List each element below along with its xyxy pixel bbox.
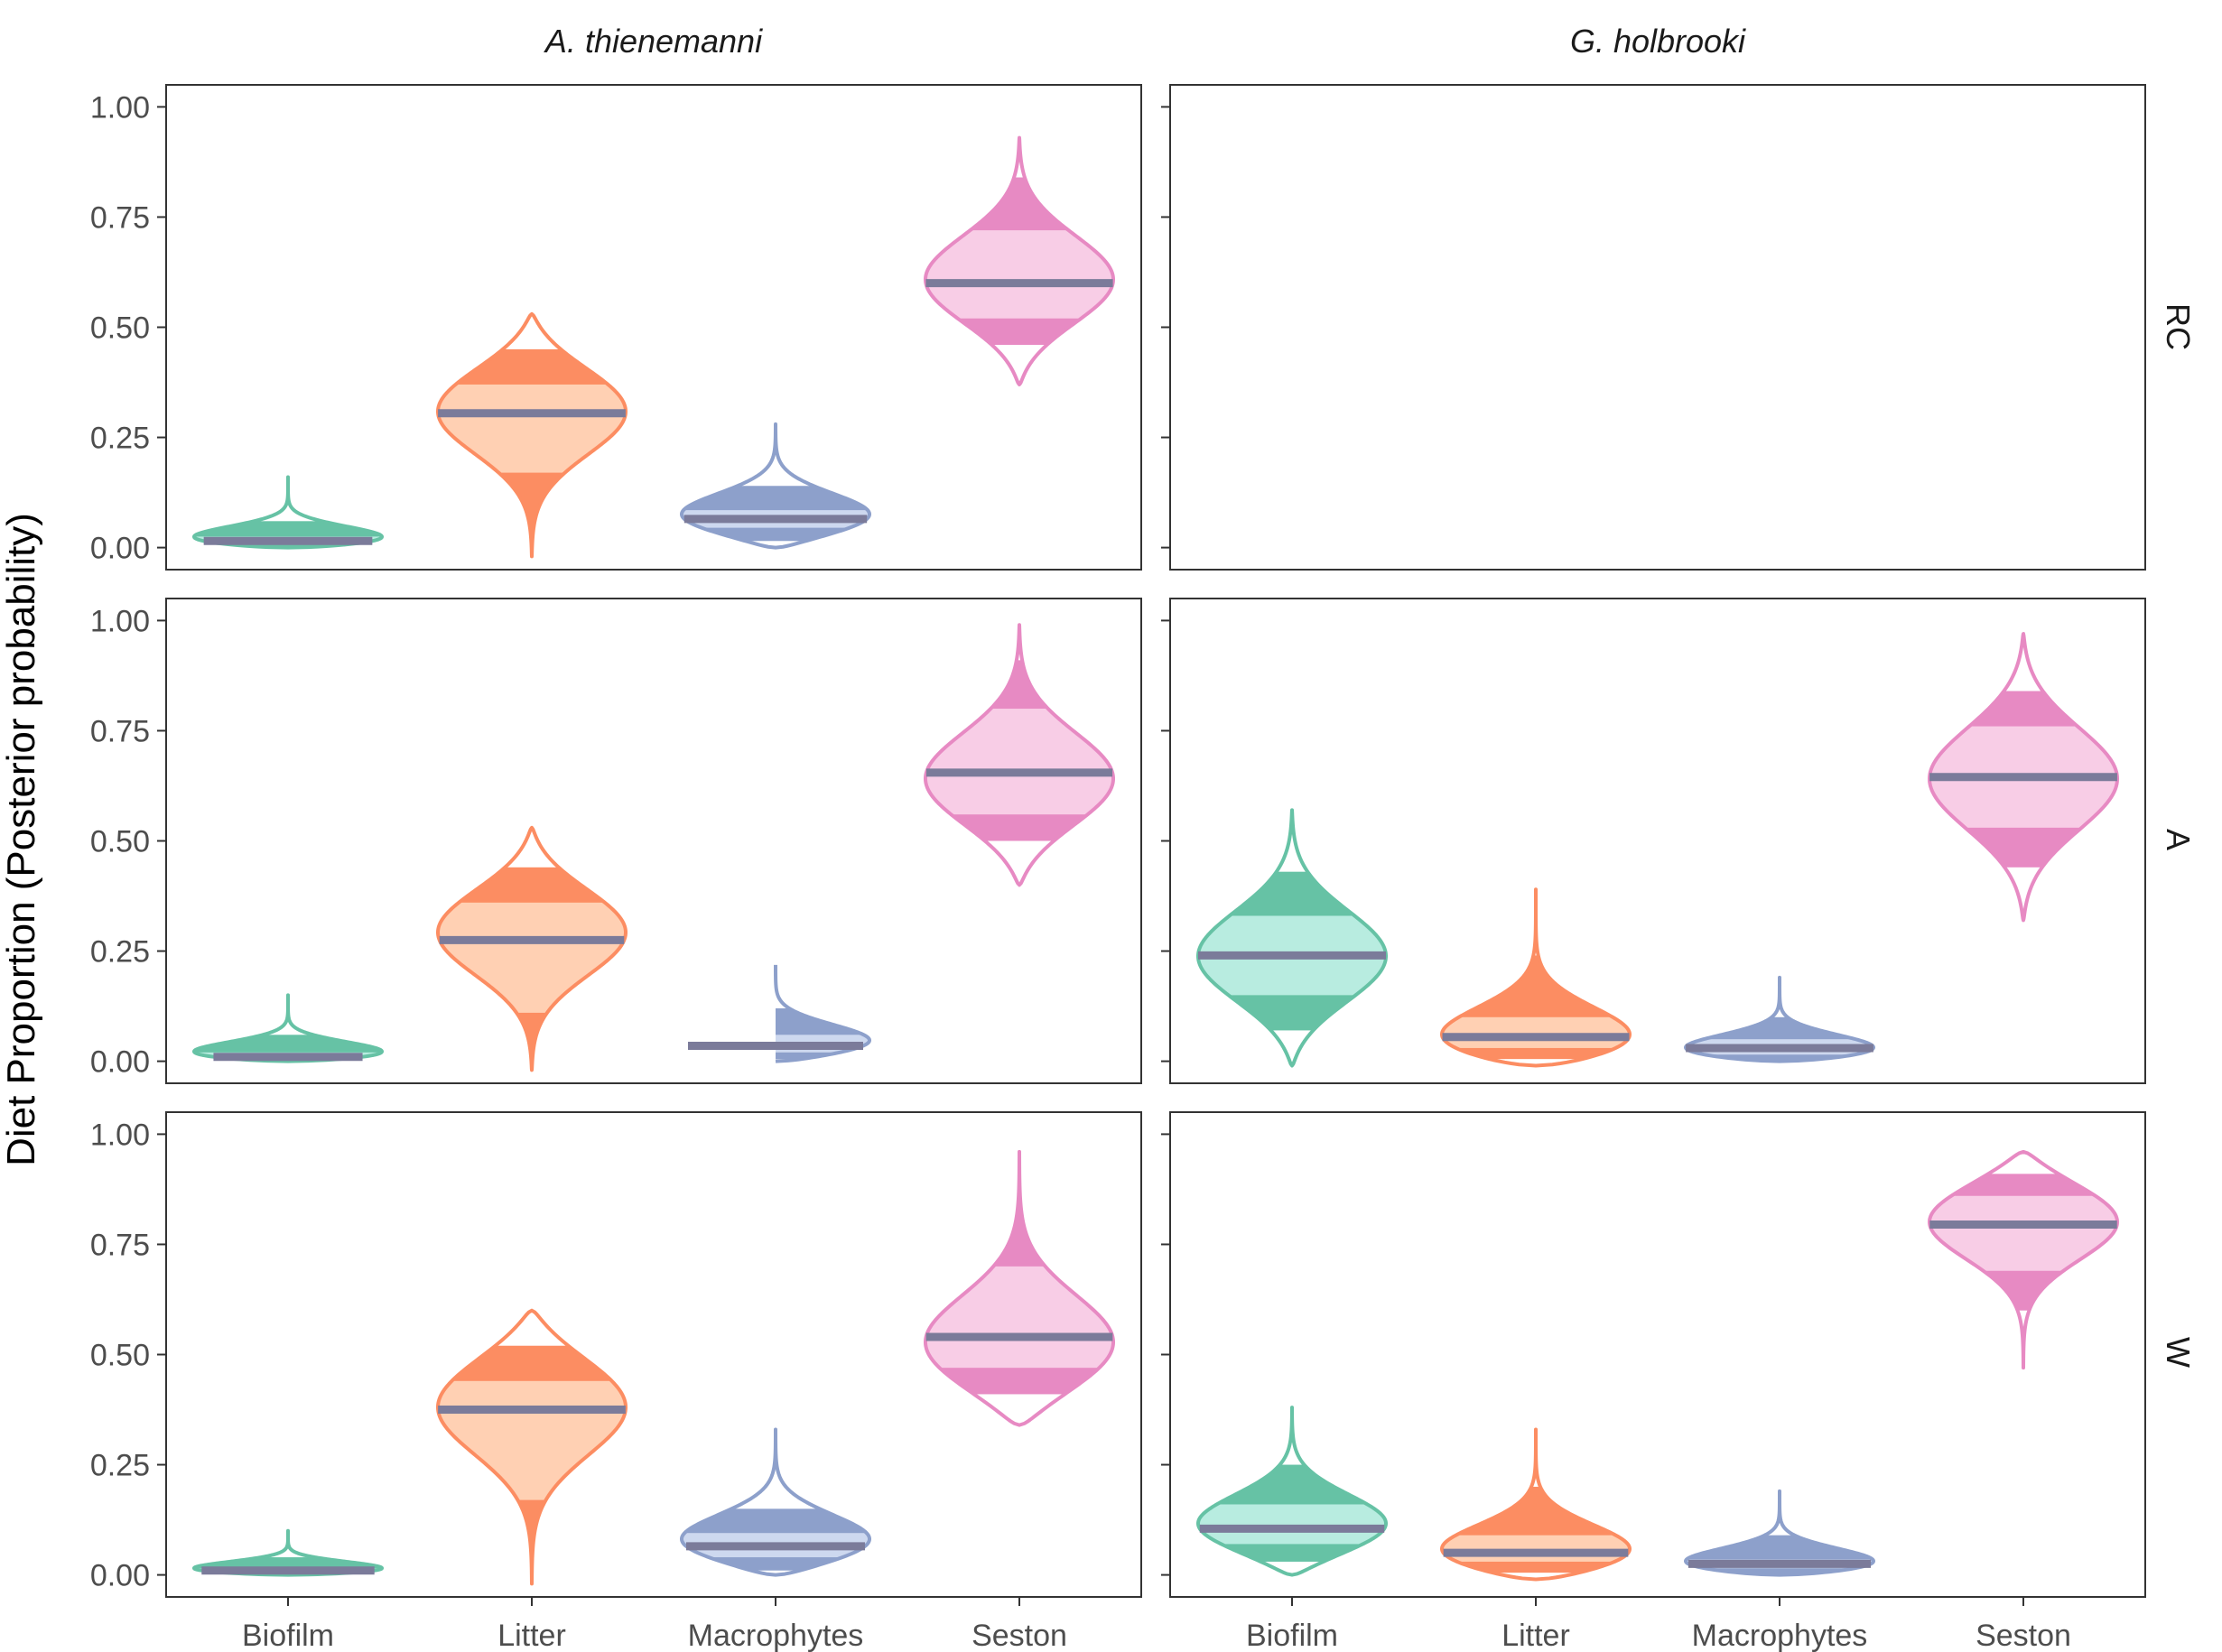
x-tick-label-seston: Seston bbox=[972, 1619, 1067, 1652]
violin-outline bbox=[436, 1308, 628, 1586]
violin-outline bbox=[192, 475, 384, 550]
y-tick-label: 0.50 bbox=[90, 825, 150, 859]
violin-outline bbox=[1196, 808, 1388, 1068]
violin-outline bbox=[1440, 887, 1632, 1068]
panel-border bbox=[1169, 84, 2146, 571]
y-tick-label: 1.00 bbox=[90, 604, 150, 638]
y-tick-label: 0.75 bbox=[90, 200, 150, 235]
y-tick-label: 0.25 bbox=[90, 422, 150, 456]
y-tick-label: 0.00 bbox=[90, 532, 150, 566]
violin-outline bbox=[1928, 1149, 2119, 1370]
facet-row-label-0: RC bbox=[2160, 303, 2197, 350]
y-tick-label: 0.25 bbox=[90, 935, 150, 970]
violin-outline bbox=[774, 963, 871, 1063]
interval-50-band bbox=[1198, 1504, 1386, 1545]
y-tick-label: 0.75 bbox=[90, 714, 150, 748]
violin-biofilm bbox=[192, 1528, 384, 1577]
violin-biofilm bbox=[192, 475, 384, 550]
violin-bands bbox=[438, 867, 626, 1057]
violin-macrophytes bbox=[680, 1427, 871, 1577]
violin-litter bbox=[436, 825, 628, 1072]
y-axis-title: Diet Proportion (Posterior probability) bbox=[0, 513, 43, 1166]
violin-outline bbox=[680, 1427, 871, 1577]
x-tick-label-macrophytes: Macrophytes bbox=[688, 1619, 864, 1652]
x-tick-label-biofilm: Biofilm bbox=[1246, 1619, 1338, 1652]
x-tick-label-litter: Litter bbox=[497, 1619, 566, 1652]
facet-panel-athienemanni-a: 0.00 0.25 0.50 0.75 1.00 bbox=[90, 598, 1142, 1084]
y-tick-label: 0.50 bbox=[90, 311, 150, 346]
y-tick-label: 0.00 bbox=[90, 1559, 150, 1593]
y-tick-label: 0.75 bbox=[90, 1228, 150, 1262]
violin-outline bbox=[436, 311, 628, 559]
violin-outline bbox=[1196, 1406, 1388, 1577]
violin-outline bbox=[1440, 1427, 1632, 1582]
y-tick-label: 1.00 bbox=[90, 1118, 150, 1152]
facet-panel-gholbrooki-w: Biofilm Litter Macrophytes Seston bbox=[1161, 1111, 2146, 1652]
interval-50-band bbox=[925, 230, 1113, 319]
x-tick-label-macrophytes: Macrophytes bbox=[1692, 1619, 1868, 1652]
interval-50-band bbox=[1442, 1535, 1630, 1562]
facet-panel-athienemanni-rc: 0.00 0.25 0.50 0.75 1.00 bbox=[90, 84, 1142, 571]
y-tick-label: 1.00 bbox=[90, 90, 150, 125]
x-tick-label-seston: Seston bbox=[1976, 1619, 2071, 1652]
panel-border bbox=[165, 598, 1142, 1084]
violin-outline bbox=[192, 1528, 384, 1577]
violin-outline bbox=[1684, 1489, 1875, 1577]
facet-col-label-0: A. thienemanni bbox=[544, 23, 763, 60]
violin-macrophytes bbox=[680, 422, 871, 550]
y-tick-label: 0.00 bbox=[90, 1045, 150, 1080]
violin-outline bbox=[1684, 975, 1875, 1063]
facet-panel-gholbrooki-a bbox=[1161, 598, 2146, 1084]
y-tick-label: 0.50 bbox=[90, 1339, 150, 1373]
violin-outline bbox=[192, 993, 384, 1063]
facet-panel-athienemanni-w: 0.00 0.25 0.50 0.75 1.00 Biofilm Litter Macroph… bbox=[90, 1111, 1142, 1652]
facet-panel-gholbrooki-rc bbox=[1161, 84, 2146, 571]
facet-row-label-2: W bbox=[2160, 1337, 2197, 1368]
y-tick-label: 0.25 bbox=[90, 1449, 150, 1483]
facet-col-label-1: G. holbrooki bbox=[1570, 23, 1746, 60]
interval-50-band bbox=[1442, 1016, 1630, 1048]
violin-outline bbox=[1928, 632, 2119, 923]
violin-outline bbox=[924, 623, 1115, 887]
x-tick-label-biofilm: Biofilm bbox=[242, 1619, 334, 1652]
panels-layer: 0.00 0.25 0.50 0.75 1.00 0.00 0.25 0.50 0.75 1.00… bbox=[90, 84, 2146, 1652]
x-tick-label-litter: Litter bbox=[1501, 1619, 1570, 1652]
facet-row-label-1: A bbox=[2160, 829, 2197, 850]
violin-outline bbox=[680, 422, 871, 550]
violin-outline bbox=[924, 135, 1115, 386]
violin-outline bbox=[436, 825, 628, 1072]
